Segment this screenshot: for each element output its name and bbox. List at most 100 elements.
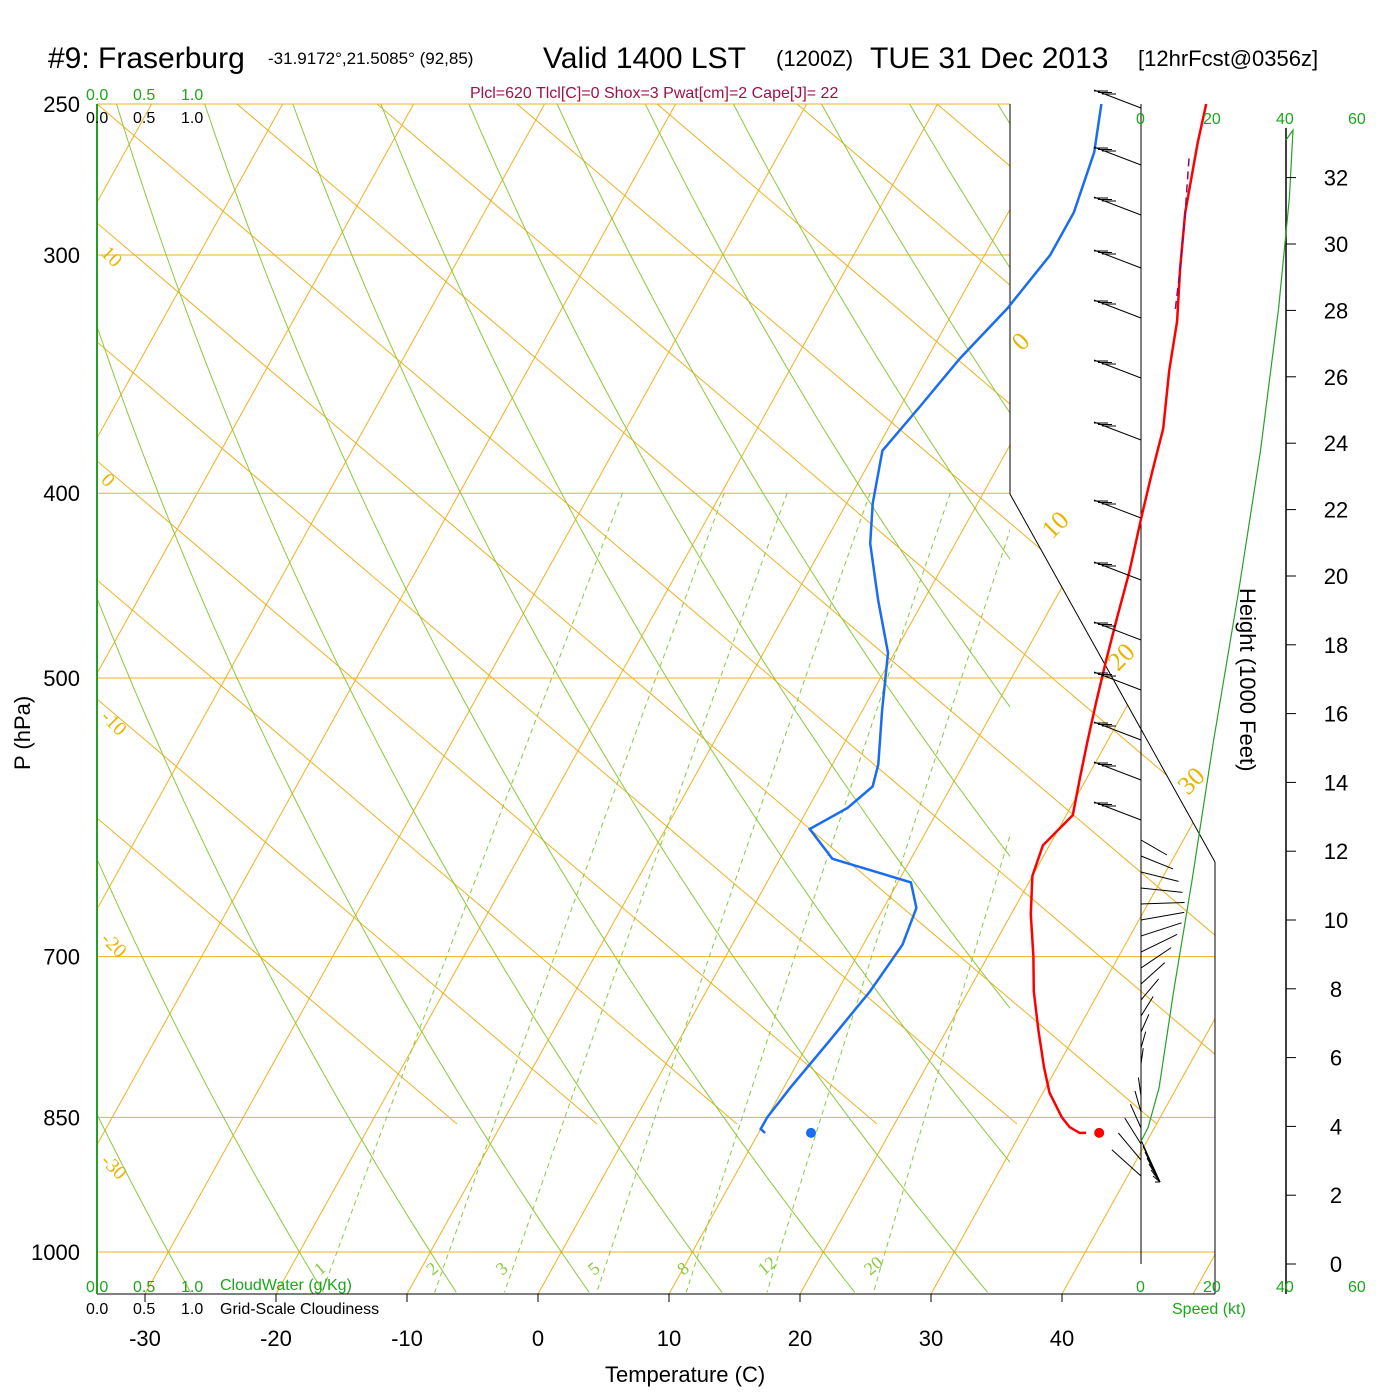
speed-tick: 20 [1203, 111, 1221, 128]
y-tick-label: 700 [43, 945, 80, 970]
adiabat-line [97, 596, 457, 1293]
isotherm-line [1192, 104, 1215, 1294]
cloudiness-tick: 0.5 [133, 110, 155, 127]
speed-scale-bottom: 0 20 40 60 Speed (kt) [1136, 1279, 1366, 1318]
speed-profile-line [1140, 128, 1294, 1142]
isobar-lines [97, 103, 1215, 1253]
wind-barb [1140, 922, 1182, 937]
isotherm-label: -30 [96, 1150, 130, 1184]
height-tick-label: 32 [1324, 166, 1348, 191]
cloudiness-label: Grid-Scale Cloudiness [220, 1301, 379, 1318]
cloudiness-tick: 0.0 [86, 1301, 108, 1318]
wind-barb [1140, 962, 1166, 985]
height-tick-label: 12 [1324, 839, 1348, 864]
height-tick-label: 30 [1324, 232, 1348, 257]
isotherm-line [97, 104, 1215, 1125]
x-tick-label: -20 [260, 1326, 292, 1351]
isotherm-line [97, 104, 1158, 1125]
y-tick-label: 500 [43, 666, 80, 691]
mixing-ratio-line [873, 833, 1010, 1293]
cloudwater-tick: 0.0 [86, 87, 108, 104]
x-axis-ticks: -30 -20 -10 0 10 20 30 40 [129, 1294, 1074, 1351]
x-tick-label: 30 [919, 1326, 943, 1351]
isotherm-line [799, 104, 1215, 1294]
isotherm-line [668, 104, 1215, 1294]
temperature-line [1029, 103, 1208, 1135]
isotherm-line [537, 104, 1201, 1294]
wind-barb [1140, 947, 1172, 969]
cloudiness-tick: 1.0 [181, 1301, 203, 1318]
isotherm-line [97, 104, 546, 1294]
adiabat-line [909, 104, 1010, 269]
isotherm-line [97, 104, 284, 1294]
isotherm-line [406, 104, 1070, 1294]
adiabat-line [644, 104, 1010, 708]
speed-label: Speed (kt) [1172, 1301, 1246, 1318]
wind-barb [1140, 1048, 1144, 1065]
isotherm-line [236, 104, 1215, 1125]
y-tick-label: 850 [43, 1105, 80, 1130]
isotherm-label: 0 [96, 469, 119, 492]
cloudwater-tick: 0.5 [133, 87, 155, 104]
wind-barb [1124, 1117, 1142, 1145]
height-tick-label: 2 [1330, 1183, 1342, 1208]
wind-barb [1140, 933, 1178, 953]
parcel-line [1174, 158, 1190, 314]
isotherm-line [930, 104, 1215, 1294]
series-layer [759, 103, 1208, 1138]
mixing-ratio-line [434, 493, 725, 1293]
height-tick-label: 20 [1324, 564, 1348, 589]
speed-tick: 60 [1348, 111, 1366, 128]
dewpoint-line [759, 103, 1103, 1134]
isotherm-line [1357, 104, 1400, 1124]
wind-barb [1117, 1132, 1142, 1161]
adiabat-lines [97, 104, 1010, 1293]
wind-barb [1137, 1077, 1142, 1097]
mixing-ratio-line [321, 493, 623, 1293]
mixing-ratio-line [685, 493, 951, 1293]
y-tick-label: 250 [43, 92, 80, 117]
wind-barb [1140, 1031, 1147, 1049]
isotherm-line [97, 104, 458, 1125]
mixing-ratio-label: 1 [310, 1258, 330, 1279]
isotherm-line [97, 104, 415, 1294]
speed-profile [1140, 128, 1294, 1142]
isotherm-label: -10 [96, 706, 130, 740]
cloudwater-tick: 1.0 [181, 87, 203, 104]
isotherm-label: -20 [96, 928, 130, 962]
x-tick-label: 0 [532, 1326, 544, 1351]
adiabat-line [732, 104, 1010, 560]
cloudiness-tick: 1.0 [181, 110, 203, 127]
cloudwater-tick: 0.5 [133, 1279, 155, 1296]
cloudiness-tick: 0.5 [133, 1301, 155, 1318]
wind-barb [1134, 1090, 1142, 1113]
x-tick-label: 20 [788, 1326, 812, 1351]
mixing-ratio-label: 2 [422, 1258, 442, 1279]
wind-barb [1140, 911, 1185, 921]
isotherm-line [97, 104, 677, 1294]
y-axis-ticks: 250 300 400 500 700 850 1000 [31, 92, 80, 1265]
adiabat-line [468, 104, 1010, 1009]
speed-scale-top: 0 20 40 60 [1136, 111, 1366, 128]
adiabat-line [821, 104, 1010, 414]
adiabat-line [97, 325, 590, 1293]
height-tick-label: 6 [1330, 1046, 1342, 1071]
speed-tick: 0 [1136, 1279, 1145, 1296]
wind-barb [1140, 978, 1159, 1001]
station-title: #9: Fraserburg [48, 42, 245, 75]
adiabat-line [292, 104, 989, 1293]
isotherm-label: 20 [1102, 637, 1141, 676]
isotherm-line [275, 104, 939, 1294]
cloudwater-tick: 0.0 [86, 1279, 108, 1296]
isotherm-label: 10 [1036, 505, 1075, 544]
stability-indices: Plcl=620 Tlcl[C]=0 Shox=3 Pwat[cm]=2 Cap… [470, 85, 838, 102]
y-axis-label: P (hPa) [10, 696, 35, 770]
y-tick-label: 300 [43, 243, 80, 268]
adiabat-line [380, 104, 1010, 1164]
mixing-ratio-line [766, 528, 1010, 1293]
wind-barb [1140, 855, 1174, 870]
wind-barb [1140, 901, 1185, 905]
isotherm-line [1061, 104, 1215, 1294]
adiabat-line [97, 1113, 192, 1293]
plot-frame [96, 103, 1287, 1295]
